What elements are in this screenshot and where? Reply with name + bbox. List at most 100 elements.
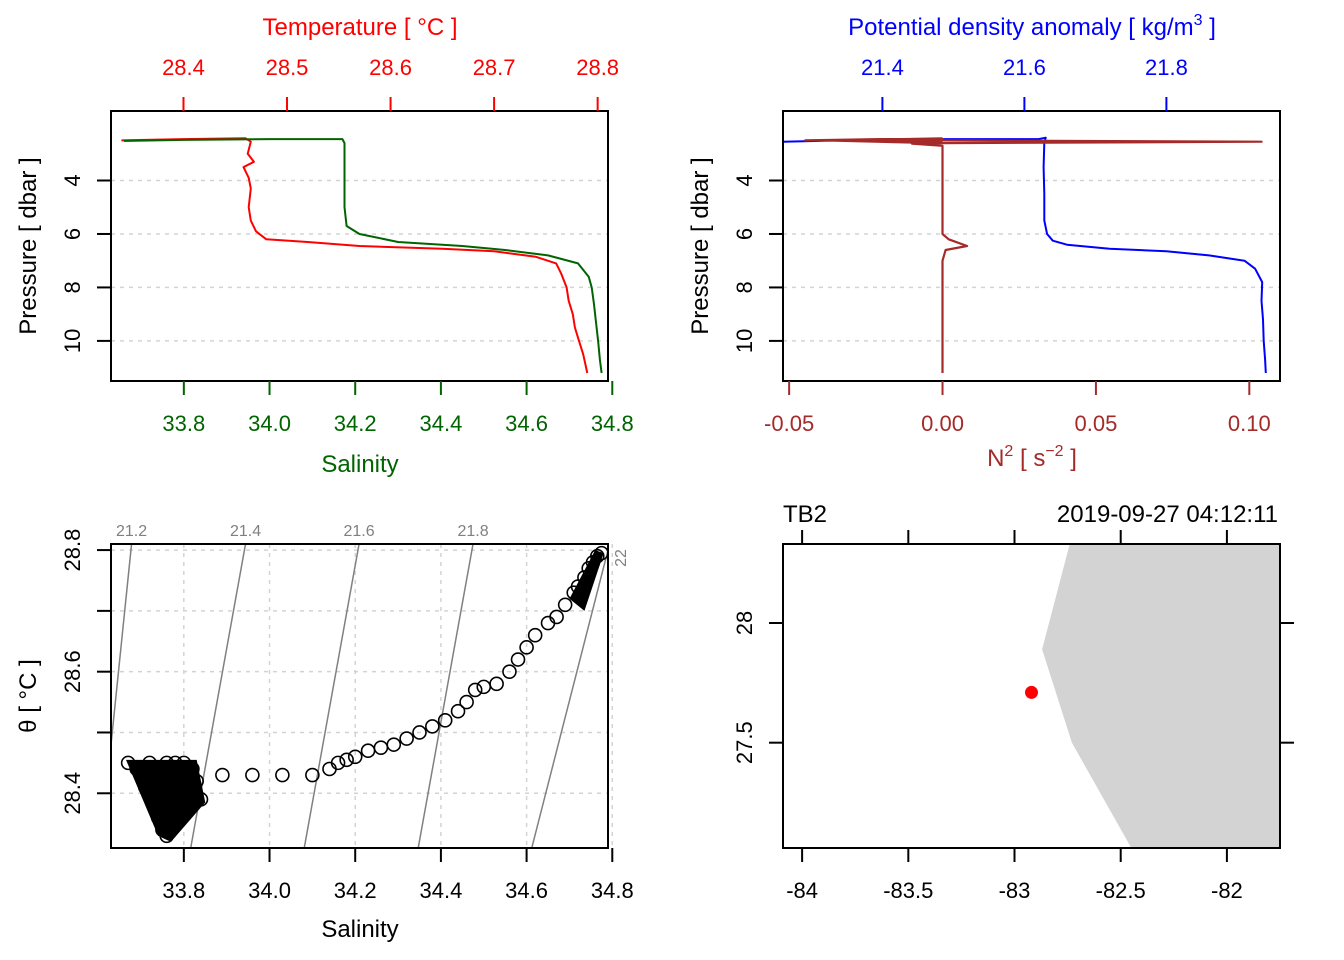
tick-label: 34.2	[334, 411, 377, 436]
tick-label: 28.4	[162, 55, 205, 80]
ts-point	[557, 597, 573, 613]
plot-frame	[782, 110, 1281, 382]
profile-lines	[782, 136, 1267, 374]
cast-timestamp: 2019-09-27 04:12:11	[1057, 501, 1278, 528]
station-marker	[1025, 685, 1038, 699]
ts-point	[146, 767, 162, 783]
latitude-right-ticks	[1280, 621, 1294, 744]
tick-label: 34.6	[505, 878, 548, 903]
tick-label: 28.6	[60, 650, 85, 693]
ts-point	[527, 627, 543, 643]
tick-label: -82	[1211, 878, 1243, 903]
latitude-axis: 27.5 28	[732, 611, 783, 764]
ts-point	[577, 570, 592, 585]
pressure-axis-title: Pressure [ dbar ]	[15, 157, 42, 334]
tick-label: -0.05	[764, 411, 814, 436]
longitude-top-ticks	[801, 530, 1228, 544]
ts-point	[373, 740, 389, 755]
tick-label: 4	[60, 174, 85, 186]
ts-diagram-panel: 21.2 21.4 21.6 21.822 33.8 34.0 34.2 34.4 34.6 3…	[15, 523, 634, 943]
tick-label: 10	[60, 329, 85, 353]
tick-label: 34.4	[419, 411, 462, 436]
ts-point	[193, 792, 209, 807]
ts-point	[459, 694, 474, 710]
density-line	[782, 136, 1267, 374]
tick-label: 0.05	[1075, 411, 1118, 436]
tick-label: 4	[732, 174, 757, 186]
ts-point	[399, 731, 414, 746]
density-axis: 21.4 21.6 21.8	[861, 55, 1188, 111]
tick-label: 8	[732, 281, 757, 293]
tick-label: 28	[732, 611, 757, 635]
isopycnal-label: 21.6	[344, 523, 375, 540]
tick-label: 28.8	[576, 55, 619, 80]
pressure-axis-title: Pressure [ dbar ]	[687, 157, 714, 334]
station-map-panel: -84 -83.5 -83 -82.5 -82 27.5 28 TB2 2019-09-2…	[732, 501, 1294, 903]
ts-profile-panel: 28.4 28.5 28.6 28.7 28.8 33.8 34.0 34.2 34.4 34.…	[15, 14, 634, 478]
theta-axis-title: θ [ °C ]	[15, 659, 42, 733]
tick-label: 10	[732, 329, 757, 353]
grid-lines	[111, 179, 608, 342]
density-axis-title-end: ]	[1203, 14, 1216, 41]
tick-label: 8	[60, 281, 85, 293]
ts-point	[519, 640, 534, 655]
ts-point	[305, 767, 320, 783]
tick-label: 21.6	[1003, 55, 1046, 80]
isopycnal-line	[531, 549, 608, 848]
land-polygon	[1042, 544, 1280, 848]
tick-label: 33.8	[162, 411, 205, 436]
isopycnal-line	[303, 544, 360, 848]
density-n2-panel: 21.4 21.6 21.8 -0.05 0.00 0.05 0.10 4 6 8 10 Pot…	[687, 12, 1281, 472]
tick-label: 34.0	[248, 878, 291, 903]
profile-lines	[121, 137, 603, 374]
ts-point	[594, 545, 608, 561]
ts-point	[180, 779, 196, 795]
tick-label: 34.8	[591, 878, 634, 903]
ts-point	[437, 713, 453, 728]
plot-frame	[782, 543, 1281, 849]
density-axis-title-sup: 3	[1194, 12, 1203, 29]
pressure-axis: 4 6 8 10	[732, 174, 783, 353]
plot-frame	[110, 543, 609, 849]
ts-point	[167, 804, 183, 819]
ts-point	[502, 664, 517, 679]
tick-label: 6	[732, 228, 757, 240]
ts-point	[245, 767, 260, 783]
tick-label: 6	[60, 228, 85, 240]
tick-label: 28.8	[60, 529, 85, 572]
tick-label: 28.5	[266, 55, 309, 80]
isopycnal-line	[111, 544, 133, 745]
station-marker-layer	[1025, 685, 1038, 699]
ts-point	[215, 767, 230, 783]
tick-label: 0.10	[1228, 411, 1271, 436]
grid-lines	[783, 179, 1280, 342]
n2-axis-title-mid: [ s	[1013, 445, 1045, 472]
tick-label: -83	[999, 878, 1031, 903]
salinity-line	[123, 138, 603, 374]
ts-point	[412, 725, 427, 740]
tick-label: 34.0	[248, 411, 291, 436]
tick-label: 34.8	[591, 411, 634, 436]
ts-point	[339, 752, 354, 768]
ts-point	[159, 755, 174, 771]
n2-line	[804, 138, 1263, 373]
salinity-axis-title: Salinity	[321, 451, 398, 478]
tick-label: 28.6	[369, 55, 412, 80]
tick-label: 21.8	[1145, 55, 1188, 80]
ts-point	[275, 767, 290, 783]
n2-axis-title-sup: 2	[1004, 443, 1013, 460]
plot-frame	[110, 110, 609, 382]
isopycnal-label: 22	[613, 549, 630, 567]
isopycnal-line	[417, 544, 474, 848]
density-axis-title: Potential density anomaly [ kg/m3 ]	[848, 12, 1216, 41]
n2-axis-title: N2 [ s−2 ]	[987, 443, 1077, 472]
temperature-line	[121, 137, 589, 374]
ts-point	[489, 676, 504, 692]
land-area	[1042, 544, 1280, 848]
salinity-axis: 33.8 34.0 34.2 34.4 34.6 34.8	[162, 848, 634, 903]
n2-surface-spike	[804, 137, 943, 145]
ts-point	[425, 719, 440, 734]
tick-label: 28.7	[473, 55, 516, 80]
ts-point	[172, 767, 187, 783]
